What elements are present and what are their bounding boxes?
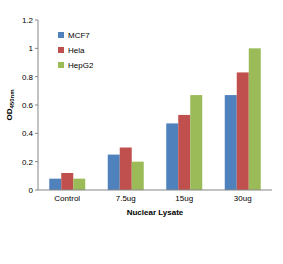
legend-swatch bbox=[58, 47, 64, 53]
bar bbox=[132, 162, 144, 190]
bar bbox=[249, 48, 261, 190]
y-tick-label: 0.6 bbox=[22, 101, 34, 110]
x-tick-label: Control bbox=[54, 194, 80, 203]
y-tick bbox=[35, 161, 38, 162]
y-tick bbox=[35, 190, 38, 191]
bar bbox=[237, 72, 249, 190]
y-tick bbox=[35, 20, 38, 21]
bar bbox=[178, 115, 190, 190]
y-tick-label: 1 bbox=[29, 44, 34, 53]
bar bbox=[166, 123, 178, 190]
y-tick-label: 1.2 bbox=[22, 16, 34, 25]
x-axis bbox=[38, 190, 272, 191]
x-axis-label: Nuclear Lysate bbox=[127, 208, 184, 217]
bar bbox=[108, 155, 120, 190]
y-tick-label: 0.8 bbox=[22, 73, 34, 82]
bar bbox=[73, 179, 85, 190]
chart: 0 0.2 0.4 0.6 0.8 1 1.2 Control 7.5ug 15ug 30ug Nuc… bbox=[0, 0, 283, 264]
y-tick bbox=[35, 76, 38, 77]
bar bbox=[190, 95, 202, 190]
legend-swatch bbox=[58, 32, 64, 38]
x-tick-label: 15ug bbox=[175, 194, 193, 203]
y-tick bbox=[35, 48, 38, 49]
legend-label: Hela bbox=[68, 46, 85, 55]
y-tick bbox=[35, 105, 38, 106]
y-tick-label: 0 bbox=[29, 186, 34, 195]
y-tick bbox=[35, 133, 38, 134]
x-tick-label: 7.5ug bbox=[116, 194, 136, 203]
x-tick-label: 30ug bbox=[234, 194, 252, 203]
legend-label: MCF7 bbox=[68, 31, 90, 40]
bar bbox=[225, 95, 237, 190]
legend-swatch bbox=[58, 62, 64, 68]
legend-label: HepG2 bbox=[68, 61, 94, 70]
y-axis-label: OD450nm bbox=[5, 89, 15, 120]
y-tick-label: 0.2 bbox=[22, 158, 34, 167]
y-tick-label: 0.4 bbox=[22, 129, 34, 138]
bar bbox=[120, 148, 132, 191]
bars bbox=[49, 48, 261, 190]
bar bbox=[49, 179, 61, 190]
bar bbox=[61, 173, 73, 190]
